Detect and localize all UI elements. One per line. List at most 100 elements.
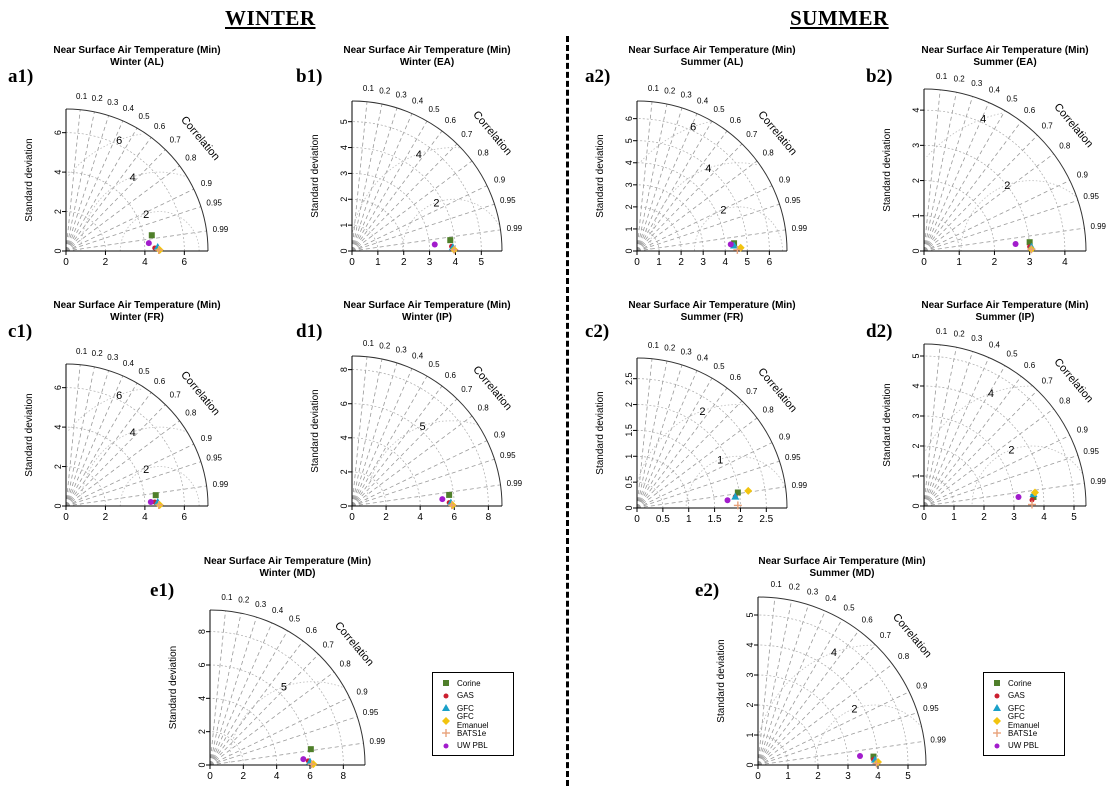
correlation-tick-label: 0.2: [664, 86, 676, 95]
correlation-line: [923, 351, 973, 507]
correlation-line: [923, 110, 1006, 252]
x-tick-label: 4: [274, 771, 280, 782]
panel-label: e2): [695, 580, 720, 601]
point-uw-pbl: [857, 753, 863, 759]
correlation-line: [351, 160, 473, 252]
x-tick-label: 8: [341, 771, 347, 782]
x-tick-label: 5: [905, 771, 911, 782]
x-tick-label: 6: [182, 512, 188, 523]
std-arc: [757, 644, 879, 766]
correlation-tick-label: 0.3: [107, 98, 119, 107]
y-tick-label: 0.5: [624, 476, 634, 489]
panel-title-main: Near Surface Air Temperature (Min): [53, 45, 221, 56]
point-gas: [1029, 497, 1035, 503]
correlation-line: [757, 610, 826, 766]
correlation-tick-label: 0.6: [730, 373, 742, 382]
correlation-tick-label: 0.2: [92, 349, 104, 358]
y-tick-label: 2: [339, 197, 349, 202]
std-arc: [636, 162, 726, 252]
correlation-tick-label: 0.4: [272, 606, 284, 615]
point-bats1e: [154, 501, 163, 510]
correlation-line: [757, 597, 776, 766]
rms-arc: [685, 455, 787, 509]
correlation-tick-label: 0.95: [206, 198, 222, 207]
rms-label: 6: [116, 390, 122, 402]
y-tick-label: 4: [339, 435, 349, 440]
outer-arc: [923, 343, 1087, 507]
correlation-line: [65, 109, 81, 252]
correlation-tick-label: 0.4: [123, 359, 135, 368]
correlation-line: [351, 120, 428, 252]
x-tick-label: 2: [241, 771, 247, 782]
correlation-tick-label: 0.2: [664, 343, 676, 352]
x-tick-label: 1: [956, 257, 962, 268]
std-arc: [351, 224, 379, 252]
std-arc: [351, 173, 430, 252]
x-tick-label: 0: [349, 257, 355, 268]
x-tick-label: 2: [815, 771, 821, 782]
correlation-line: [636, 130, 728, 252]
correlation-line: [923, 135, 1038, 252]
std-arc: [923, 475, 955, 507]
correlation-tick-label: 0.1: [936, 72, 948, 81]
correlation-line: [65, 137, 152, 252]
correlation-tick-label: 0.9: [1077, 425, 1089, 434]
correlation-line: [636, 103, 668, 252]
correlation-tick-label: 0.9: [201, 434, 213, 443]
correlation-tick-label: 0.3: [396, 91, 408, 100]
y-tick-label: 4: [911, 383, 921, 388]
panel-subtitle: Winter (AL): [110, 57, 164, 68]
y-tick-label: 6: [53, 130, 63, 135]
correlation-tick-label: 0.3: [396, 346, 408, 355]
outer-arc: [351, 100, 503, 252]
correlation-tick-label: 0.4: [412, 352, 424, 361]
point-uw-pbl: [1012, 240, 1019, 247]
correlation-tick-label: 0.99: [930, 735, 946, 744]
x-tick-label: 2: [383, 512, 389, 523]
x-tick-label: 4: [1062, 257, 1068, 268]
correlation-tick-label: 0.2: [379, 86, 391, 95]
panel-subtitle: Summer (IP): [975, 312, 1035, 323]
correlation-line: [636, 101, 653, 252]
correlation-line: [351, 375, 428, 507]
x-tick-label: 4: [417, 512, 423, 523]
x-tick-label: 5: [745, 257, 751, 268]
outer-arc: [209, 609, 366, 766]
correlation-line: [351, 368, 413, 507]
correlation-line: [209, 630, 288, 766]
std-arc: [65, 171, 146, 252]
legend-label: GFC Emanuel: [456, 711, 489, 730]
rms-label: 2: [699, 406, 705, 418]
x-tick-label: 4: [453, 257, 459, 268]
std-arc: [351, 369, 489, 507]
x-tick-label: 1: [686, 514, 692, 525]
correlation-tick-label: 0.8: [1059, 141, 1071, 150]
y-tick-label: 0: [339, 503, 349, 508]
y-tick-label: 6: [197, 662, 207, 667]
correlation-line: [757, 619, 843, 766]
correlation-tick-label: 0.9: [779, 176, 791, 185]
panel-title-main: Near Surface Air Temperature (Min): [628, 300, 796, 311]
rms-label: 4: [130, 172, 136, 184]
y-tick-label: 4: [339, 145, 349, 150]
panel-label: d2): [866, 321, 893, 342]
outer-arc: [65, 108, 209, 252]
outer-arc: [757, 596, 927, 766]
x-tick-label: 3: [1027, 257, 1033, 268]
correlation-line: [757, 644, 876, 766]
legend-marker-icon: [442, 729, 450, 738]
point-bats1e: [307, 760, 316, 769]
point-bats1e: [872, 759, 881, 768]
panel-title: Near Surface Air Temperature (Min) Winter…: [297, 300, 557, 324]
correlation-line: [351, 185, 488, 252]
correlation-line: [923, 180, 1070, 252]
std-arc: [65, 426, 146, 507]
correlation-line: [636, 377, 713, 509]
x-tick-label: 3: [845, 771, 851, 782]
correlation-tick-label: 0.3: [971, 79, 983, 88]
rms-arc: [80, 426, 189, 507]
correlation-tick-label: 0.99: [792, 481, 808, 490]
correlation-line: [923, 92, 957, 252]
